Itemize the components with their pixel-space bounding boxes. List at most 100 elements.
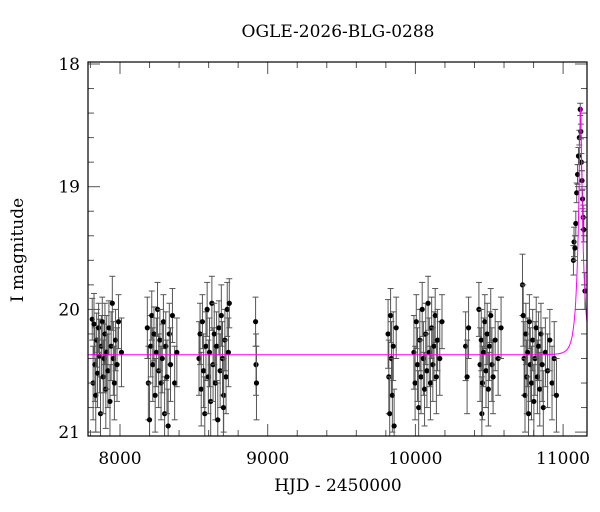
point-marker (434, 337, 441, 343)
data-point (220, 370, 227, 436)
point-marker (215, 417, 221, 423)
point-marker (252, 319, 259, 325)
point-marker (537, 386, 543, 392)
point-marker (149, 312, 155, 319)
data-point (393, 296, 400, 359)
y-tick-label: 18 (58, 55, 80, 75)
point-marker (412, 380, 418, 386)
point-marker (95, 325, 102, 331)
data-point (213, 311, 220, 382)
data-point (478, 308, 485, 372)
point-marker (574, 190, 580, 196)
y-tick-label: 19 (58, 178, 80, 198)
data-point (412, 345, 419, 421)
point-marker (153, 349, 159, 355)
data-point (106, 364, 113, 436)
point-marker (489, 362, 495, 368)
point-marker (174, 349, 180, 355)
x-tick-label: 8000 (98, 449, 141, 469)
data-point (465, 296, 472, 359)
data-point (199, 294, 206, 350)
point-marker (211, 331, 217, 337)
point-marker (482, 319, 488, 325)
data-point (109, 275, 116, 331)
data-point (535, 311, 542, 382)
data-point (539, 327, 546, 402)
point-marker (157, 337, 163, 343)
point-marker (387, 411, 393, 417)
data-point (423, 333, 430, 409)
point-marker (108, 343, 114, 349)
point-marker (528, 380, 535, 386)
data-point (530, 364, 537, 436)
point-marker (488, 312, 494, 319)
point-marker (464, 374, 470, 380)
point-marker (484, 331, 490, 337)
point-marker (390, 343, 396, 349)
point-marker (158, 380, 164, 386)
point-marker (479, 380, 486, 386)
point-marker (539, 362, 545, 368)
point-marker (107, 398, 113, 405)
data-point (146, 382, 153, 436)
data-point (169, 288, 176, 344)
data-point (118, 317, 125, 388)
point-marker (202, 411, 208, 417)
point-marker (419, 306, 425, 312)
point-marker (483, 368, 489, 374)
point-marker (118, 349, 125, 355)
point-marker (387, 312, 394, 319)
point-marker (150, 362, 156, 368)
data-point (226, 278, 233, 329)
point-marker (223, 374, 229, 380)
y-tick-label: 20 (58, 300, 80, 320)
point-marker (109, 300, 115, 306)
point-marker (414, 362, 421, 368)
data-point (524, 317, 531, 388)
point-marker (530, 337, 536, 343)
point-marker (572, 245, 578, 251)
point-marker (197, 331, 203, 337)
data-point (462, 311, 469, 382)
data-point (390, 311, 397, 382)
point-marker (433, 374, 439, 380)
point-marker (220, 404, 226, 411)
data-point (153, 317, 160, 388)
data-point (553, 357, 560, 433)
data-point (520, 284, 527, 347)
data-point (419, 281, 426, 337)
point-marker (144, 325, 150, 331)
data-point (434, 308, 441, 372)
point-marker (486, 343, 493, 349)
point-marker (111, 380, 117, 386)
data-point (218, 284, 225, 347)
point-marker (106, 325, 112, 331)
point-marker (439, 319, 445, 325)
point-marker (166, 331, 172, 337)
point-marker (167, 362, 174, 368)
point-marker (492, 337, 498, 343)
point-marker (571, 239, 577, 245)
point-marker (163, 343, 169, 349)
point-marker (199, 319, 206, 325)
point-marker (479, 411, 485, 417)
point-marker (203, 343, 209, 349)
point-marker (213, 343, 220, 349)
point-marker (485, 386, 491, 392)
point-marker (151, 331, 157, 337)
data-point (94, 338, 101, 409)
point-marker (393, 325, 399, 331)
y-tick-label: 21 (58, 423, 80, 443)
point-marker (172, 380, 178, 386)
point-marker (478, 337, 484, 343)
point-marker (100, 374, 106, 380)
point-marker (160, 319, 167, 325)
point-marker (553, 392, 560, 398)
point-marker (542, 349, 548, 355)
point-marker (94, 370, 101, 376)
point-marker (498, 325, 504, 331)
point-marker (413, 319, 419, 325)
model-curve (88, 106, 587, 356)
point-marker (430, 362, 436, 368)
